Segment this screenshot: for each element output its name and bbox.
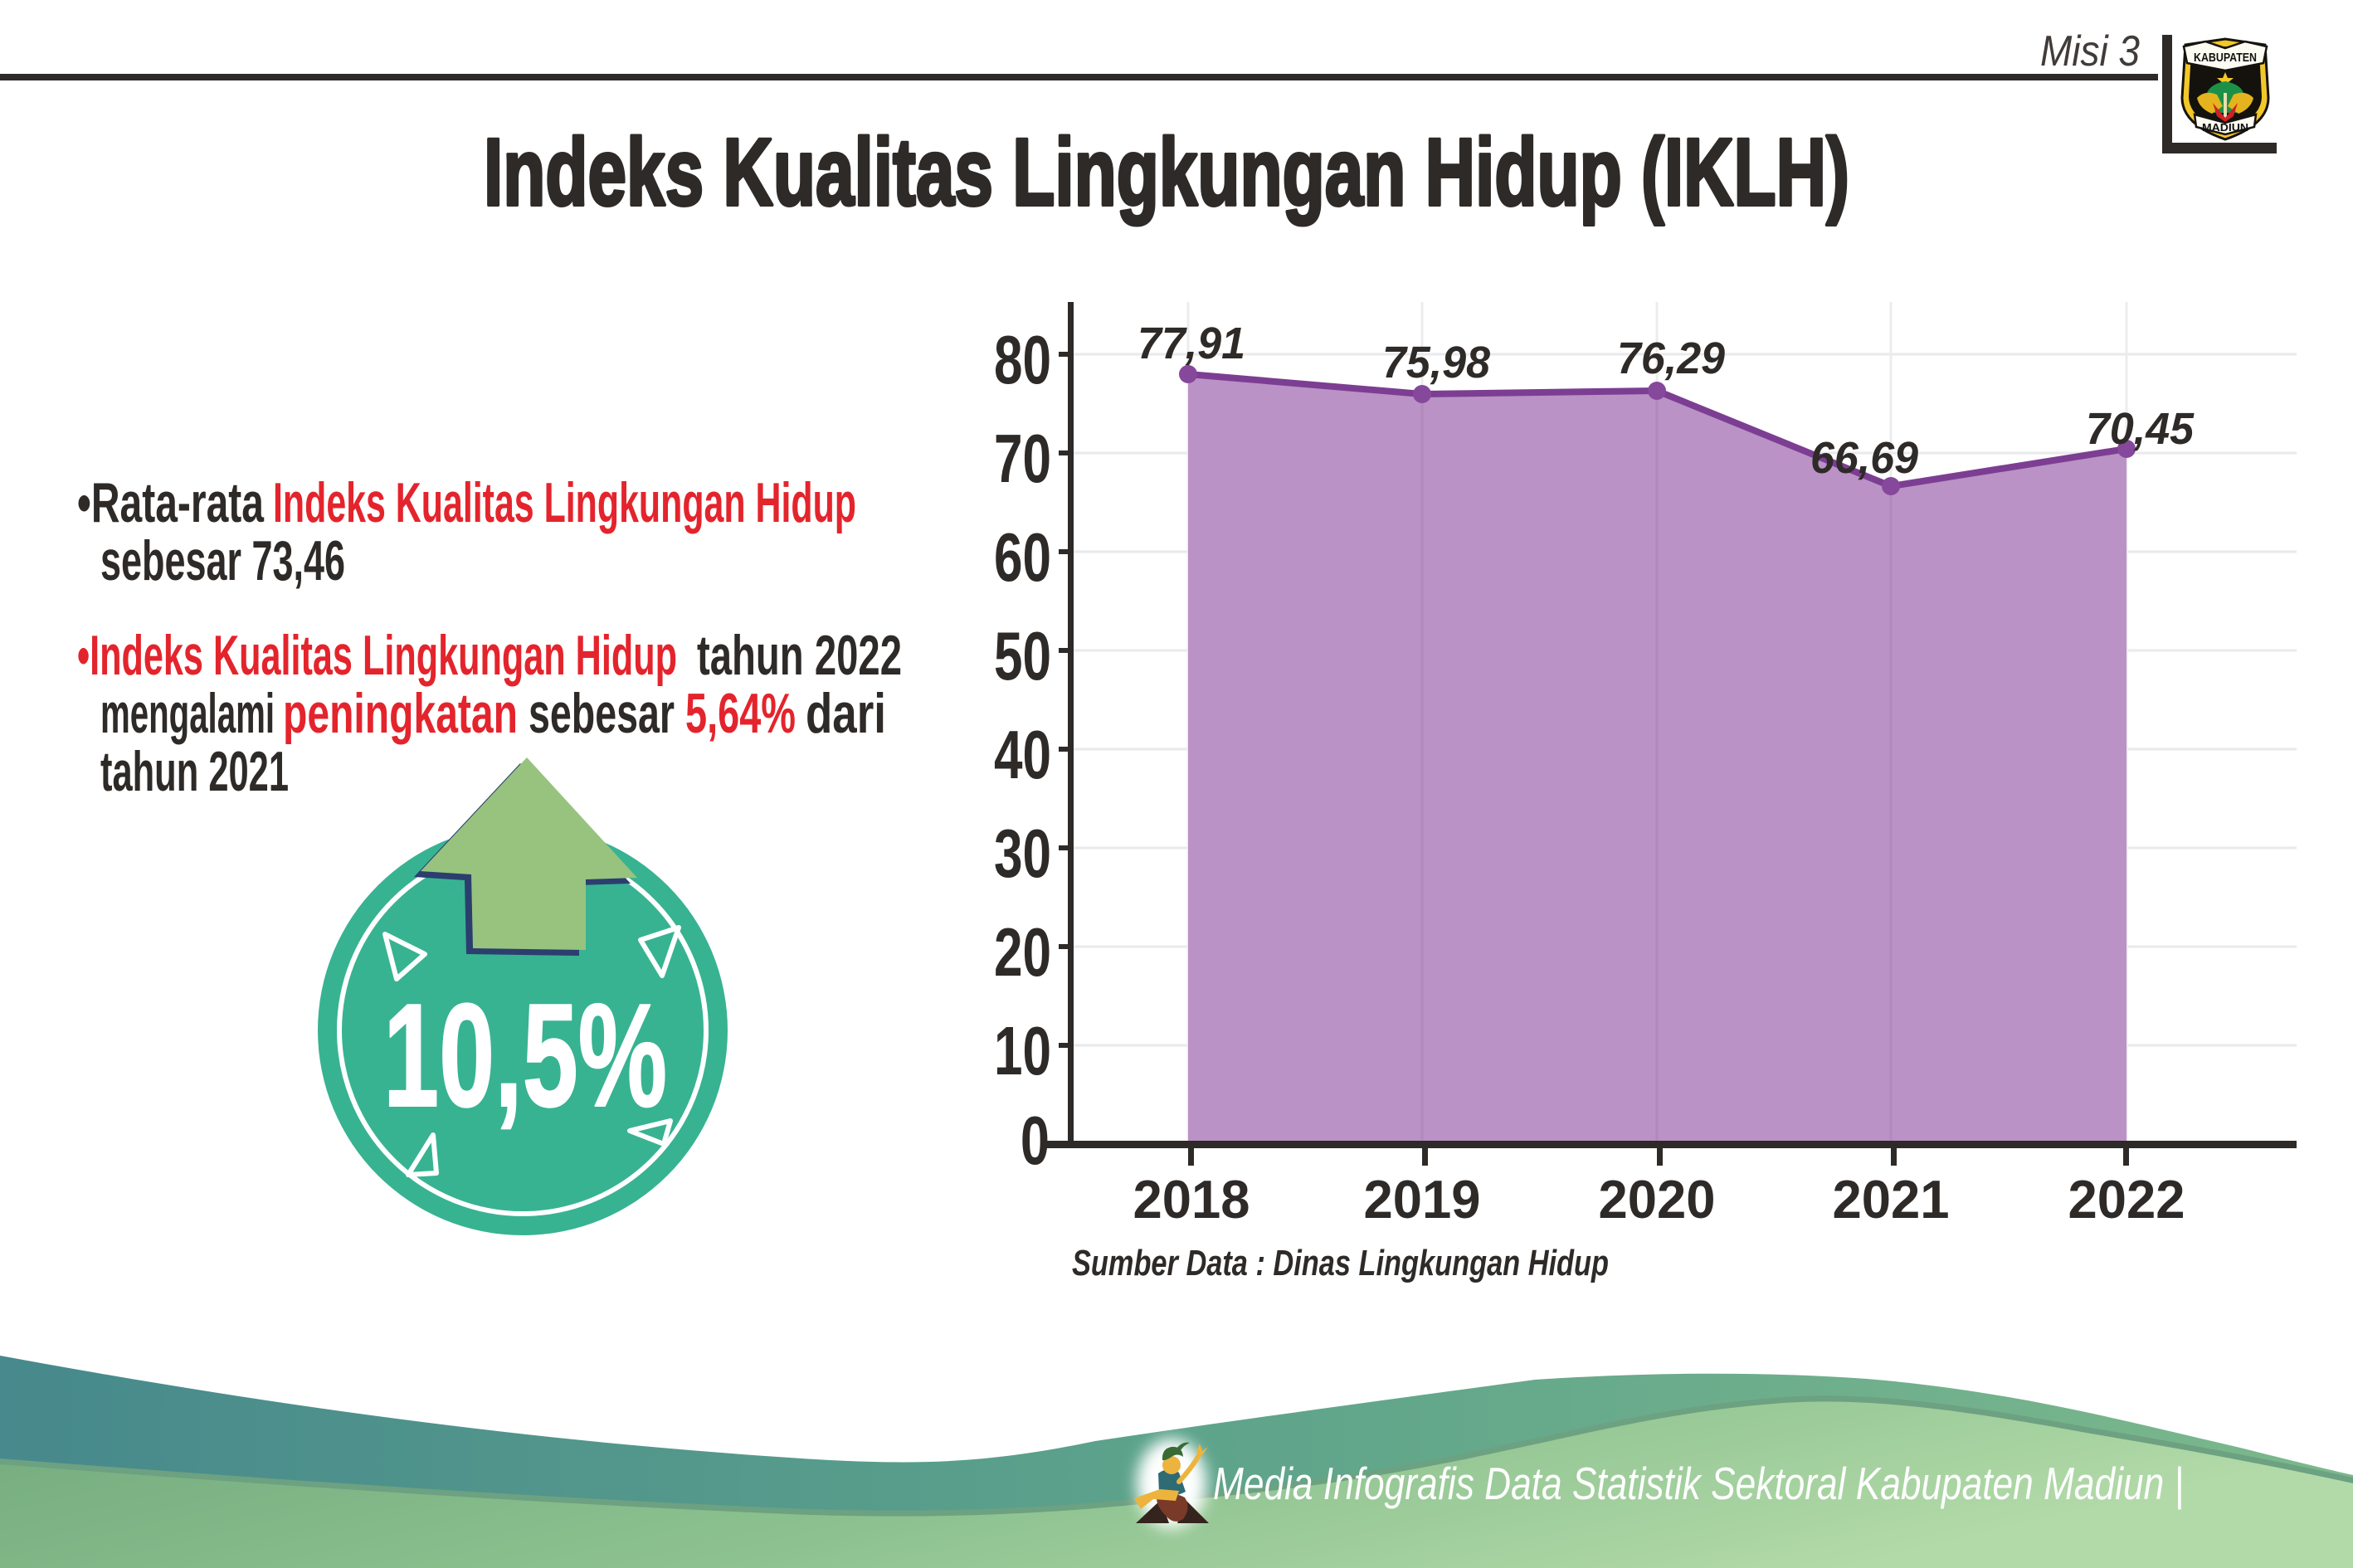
svg-text:sebesar 73,46: sebesar 73,46 [100, 529, 345, 592]
svg-text:Misi 3: Misi 3 [2040, 27, 2140, 75]
svg-text:20: 20 [994, 913, 1051, 991]
svg-text:77,91: 77,91 [1138, 319, 1245, 368]
svg-text:80: 80 [994, 321, 1051, 398]
svg-text:2020: 2020 [1599, 1169, 1716, 1230]
svg-text:Indeks Kualitas Lingkungan Hid: Indeks Kualitas Lingkungan Hidup (IKLH) [484, 119, 1849, 226]
svg-text:Sumber Data : Dinas Lingkungan: Sumber Data : Dinas Lingkungan Hidup [1072, 1243, 1609, 1283]
svg-text:2019: 2019 [1364, 1169, 1481, 1230]
svg-text:75,98: 75,98 [1382, 338, 1490, 387]
svg-text:KABUPATEN: KABUPATEN [2194, 51, 2257, 65]
svg-text:76,29: 76,29 [1617, 334, 1725, 383]
svg-text:5,64%: 5,64% [685, 682, 796, 745]
svg-text:tahun 2021: tahun 2021 [100, 740, 289, 803]
svg-text:mengalami: mengalami [100, 682, 275, 745]
svg-text:2022: 2022 [2068, 1169, 2185, 1230]
svg-text:Media Infografis Data Statisti: Media Infografis Data Statistik Sektoral… [1213, 1458, 2184, 1510]
svg-text:•Rata-rata: •Rata-rata [77, 471, 265, 534]
svg-text:60: 60 [994, 519, 1051, 596]
svg-text:10,5%: 10,5% [383, 973, 667, 1137]
svg-text:50: 50 [994, 617, 1051, 694]
svg-text:40: 40 [994, 716, 1051, 793]
svg-text:2021: 2021 [1833, 1169, 1950, 1230]
svg-text:10: 10 [994, 1012, 1051, 1089]
svg-text:dari: dari [806, 682, 886, 745]
svg-text:Indeks Kualitas Lingkungan Hid: Indeks Kualitas Lingkungan Hidup [273, 471, 856, 534]
svg-text:66,69: 66,69 [1810, 433, 1918, 483]
svg-text:•Indeks Kualitas Lingkungan Hi: •Indeks Kualitas Lingkungan Hidup [77, 624, 677, 687]
svg-text:MADIUN: MADIUN [2202, 121, 2248, 134]
svg-text:0: 0 [1021, 1102, 1050, 1179]
svg-text:70: 70 [994, 420, 1051, 497]
svg-text:peningkatan: peningkatan [283, 682, 518, 745]
svg-text:sebesar: sebesar [529, 682, 675, 745]
svg-text:2018: 2018 [1133, 1169, 1250, 1230]
svg-text:tahun 2022: tahun 2022 [697, 624, 902, 687]
svg-text:30: 30 [994, 815, 1051, 892]
svg-text:70,45: 70,45 [2086, 404, 2195, 454]
